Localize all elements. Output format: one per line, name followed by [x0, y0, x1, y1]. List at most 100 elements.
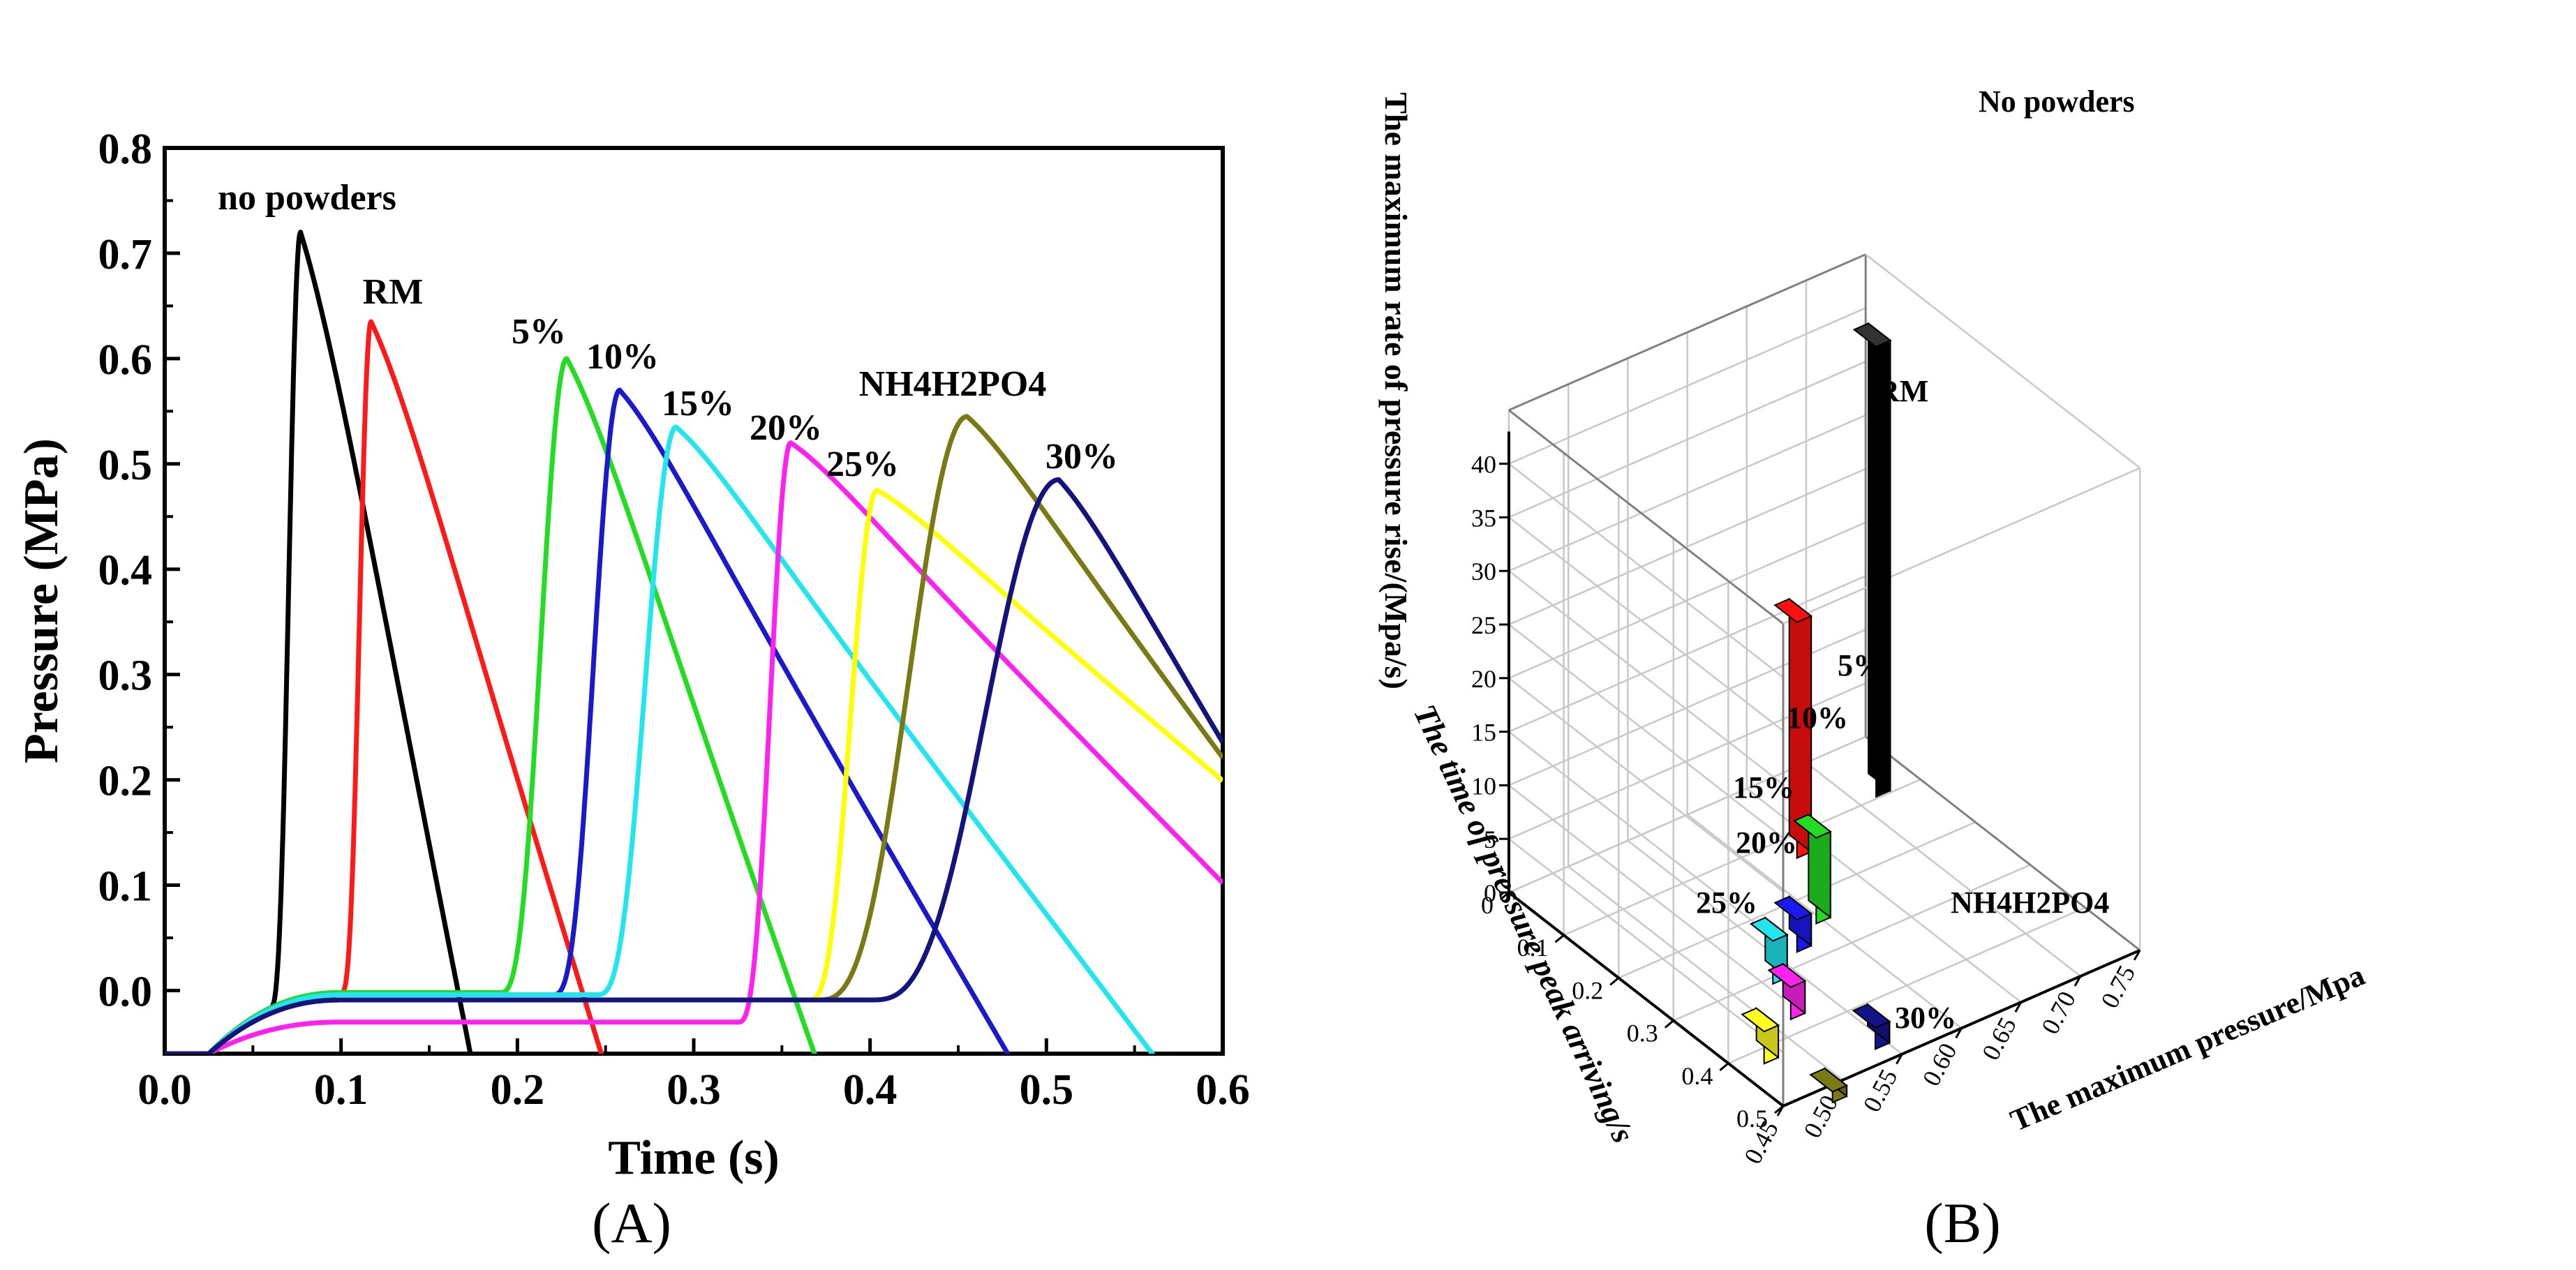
series-label-2: 5% [512, 312, 566, 352]
y-tick-label: 0.0 [98, 968, 153, 1015]
back-grid-line [1508, 575, 1866, 733]
series-line-7 [165, 414, 1223, 1054]
bar-top-6 [1741, 1007, 1780, 1033]
x-tick-label: 0.4 [843, 1066, 898, 1114]
y-tick-label: 0.1 [1517, 934, 1549, 962]
y-tick-label: 0.5 [1736, 1105, 1768, 1133]
z-tick-label: 35 [1471, 504, 1496, 532]
bar-7 [1852, 1003, 1891, 1051]
series-line-8 [165, 477, 1223, 1054]
x-tick-label: 0.2 [491, 1066, 545, 1114]
floor-grid-line [1686, 814, 1963, 1029]
z-tick-label: 40 [1471, 451, 1496, 479]
series-label-3: 10% [586, 337, 659, 377]
bar-top-8 [1809, 1068, 1849, 1093]
side-grid-line [1508, 570, 1784, 786]
side-grid-line [1508, 677, 1784, 892]
z-tick-label: 30 [1471, 558, 1496, 585]
z-tick-label: 5 [1484, 826, 1496, 853]
bar-label-4: 15% [1733, 770, 1794, 805]
series-line-6 [165, 488, 1223, 1054]
z-tick-label: 10 [1471, 772, 1496, 800]
series-label-8: 30% [1045, 437, 1118, 477]
bar-label-8: 30% [1895, 1001, 1956, 1035]
box-edge [1865, 253, 2141, 469]
side-grid-line [1508, 784, 1784, 1000]
bar-6 [1741, 1006, 1780, 1065]
x-tick-label: 0.60 [1917, 1038, 1963, 1090]
z-axis-title: The maximum rate of pressure rise/(Mpa/s… [1378, 92, 1414, 689]
y-tick-label: 0.4 [98, 547, 153, 595]
floor-grid-line [1563, 778, 1921, 936]
box-edge [1865, 735, 2141, 951]
box-edge [1508, 409, 1784, 625]
y-tick-label: 0.2 [1572, 976, 1603, 1004]
y-axis-title: The time of pressure peak arriving/s [1407, 699, 1641, 1148]
bar-label-0: No powders [1979, 84, 2135, 119]
z-tick-label: 20 [1471, 665, 1496, 693]
bar-label-1: RM [1877, 374, 1928, 408]
bar-5 [1767, 962, 1807, 1021]
back-grid-line [1508, 468, 1866, 626]
x-tick-label: 0.75 [2095, 961, 2141, 1013]
back-grid-line [1508, 361, 1866, 518]
y-axis-title: Pressure (MPa) [15, 438, 68, 763]
series-label-6: 25% [826, 444, 899, 484]
series-line-3 [165, 387, 1011, 1054]
y-tick-mark [1719, 1062, 1729, 1071]
series-label-5: 20% [750, 408, 822, 448]
x-tick-mark [1896, 1053, 1903, 1065]
x-tick-label: 0.5 [1020, 1066, 1074, 1114]
bar-top-7 [1852, 1003, 1891, 1029]
x-tick-label: 0.6 [1196, 1066, 1250, 1114]
y-tick-label: 0.3 [98, 652, 153, 700]
floor-grid-line [1727, 906, 2086, 1064]
floor-grid-line [1568, 865, 1843, 1081]
panel-a: 0.0 0.1 0.2 0.3 0.4 0.5 0.6 0.0 0.1 0.2 0.3 0.4 0.5 0… [15, 126, 1250, 1185]
y-tick-label: 0.4 [1681, 1062, 1713, 1090]
series-line-4 [165, 424, 1156, 1054]
x-tick-label: 0.70 [2036, 987, 2081, 1038]
y-tick-label: 0.2 [98, 758, 153, 805]
x-tick-label: 0.1 [314, 1066, 368, 1114]
bar-0 [1852, 322, 1892, 798]
bar-label-6: 25% [1696, 886, 1757, 920]
series-line-5 [165, 440, 1223, 1054]
bar-top-3 [1773, 895, 1813, 921]
caption-b: (B) [1924, 1191, 2000, 1255]
y-tick-mark [1609, 977, 1620, 986]
bar-label-7: NH4H2PO4 [1951, 886, 2109, 920]
y-tick-label: 0 [1481, 891, 1494, 919]
x-tick-mark [2133, 950, 2141, 961]
y-tick-mark [1664, 1019, 1674, 1029]
y-axis-line [1507, 891, 1785, 1107]
series-label-1: RM [363, 272, 424, 312]
bar-top-1 [1773, 598, 1813, 623]
y-tick-label: 0.8 [98, 126, 153, 173]
x-tick-label: 0.3 [667, 1066, 721, 1114]
x-axis-title: Time (s) [608, 1131, 780, 1185]
back-grid-line [1508, 414, 1866, 572]
x-tick-label: 0.55 [1858, 1065, 1903, 1116]
z-tick-label: 15 [1471, 719, 1496, 747]
y-tick-label: 0.5 [98, 442, 153, 489]
series-label-4: 15% [662, 384, 734, 424]
y-tick-label: 0.7 [98, 231, 153, 278]
series-label-7: NH4H2PO4 [859, 364, 1047, 404]
x-tick-label: 0.0 [137, 1066, 192, 1114]
floor-grid-line [1673, 864, 2031, 1022]
bar-label-3: 10% [1787, 701, 1848, 735]
x-tick-mark [1776, 1105, 1785, 1116]
floor-grid-line [1806, 762, 2081, 977]
y-tick-mark [1554, 934, 1565, 943]
x-tick-label: 0.65 [1976, 1013, 2022, 1064]
z-tick-label: 0 [1484, 879, 1496, 907]
bar-label-5: 20% [1736, 826, 1797, 860]
plot-area [165, 230, 1223, 1054]
side-grid-line [1508, 731, 1784, 946]
side-grid-line [1508, 516, 1784, 732]
y-tick-label: 0.1 [98, 863, 153, 911]
bar-2 [1792, 813, 1832, 925]
